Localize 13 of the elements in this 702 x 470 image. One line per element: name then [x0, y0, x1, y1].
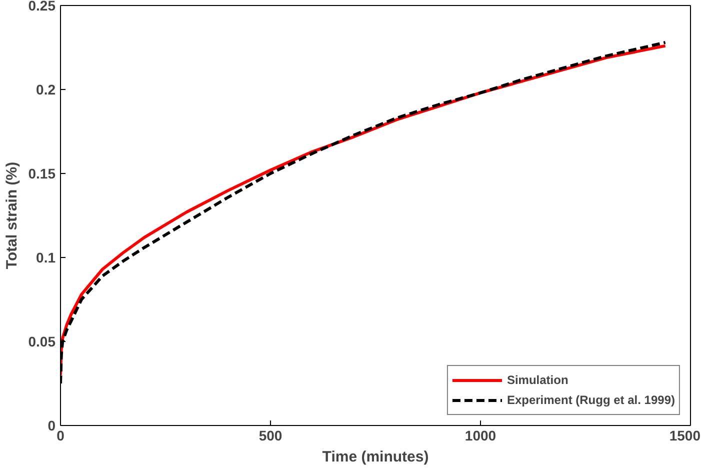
x-tick-label: 1500	[669, 428, 701, 444]
legend-label: Simulation	[506, 373, 568, 387]
y-tick-label: 0.15	[28, 166, 56, 182]
y-tick-label: 0.1	[36, 250, 56, 266]
y-tick-label: 0.05	[28, 334, 56, 350]
y-tick-label: 0.2	[36, 82, 56, 98]
x-axis-title: Time (minutes)	[322, 448, 429, 466]
y-axis-title: Total strain (%)	[3, 162, 20, 270]
x-tick-label: 1000	[464, 428, 496, 444]
x-tick-label: 500	[258, 428, 282, 444]
legend-label: Experiment (Rugg et al. 1999)	[506, 393, 675, 407]
y-tick-label: 0.25	[28, 0, 56, 14]
y-tick-label: 0	[48, 418, 56, 434]
